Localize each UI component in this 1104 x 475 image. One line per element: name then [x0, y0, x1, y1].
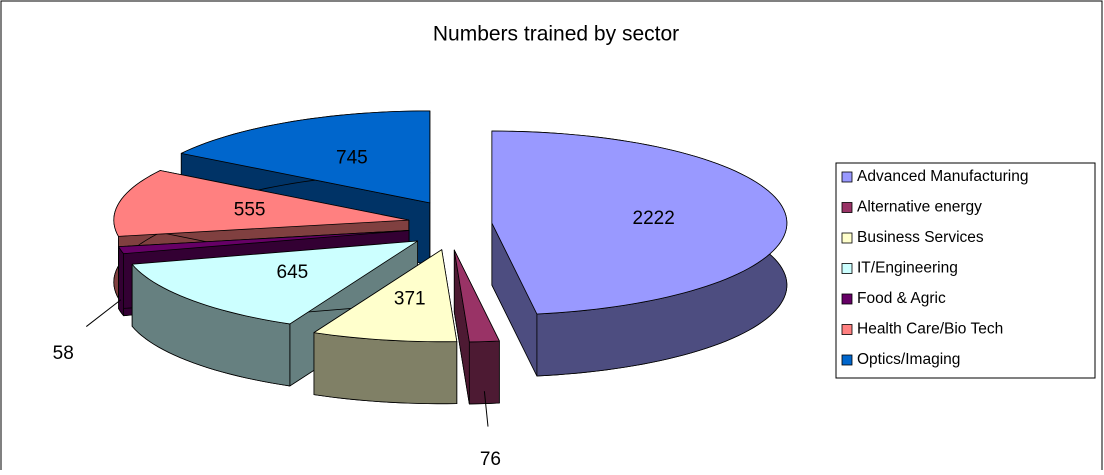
legend-swatch	[841, 232, 853, 244]
slice	[118, 230, 410, 255]
legend-swatch	[841, 202, 853, 213]
leader-line	[483, 391, 489, 427]
data-label: 2222	[633, 208, 675, 229]
legend-label: IT/Engineering	[857, 260, 958, 277]
leader-line	[85, 299, 122, 327]
legend-label: Advanced Manufacturing	[857, 168, 1028, 185]
data-label: 371	[394, 288, 426, 309]
legend-label: Optics/Imaging	[857, 351, 960, 368]
data-label: 745	[336, 148, 368, 169]
legend-label: Business Services	[857, 229, 984, 246]
legend-swatch	[841, 171, 853, 183]
legend-label: Health Care/Bio Tech	[857, 321, 1003, 338]
slice-side	[313, 332, 458, 405]
slice	[180, 110, 431, 204]
legend-swatch	[841, 354, 853, 366]
legend-label: Food & Agric	[857, 290, 946, 307]
slice-side	[118, 246, 124, 317]
data-label: 76	[480, 449, 501, 470]
legend-swatch	[841, 293, 853, 305]
legend-swatch	[841, 324, 853, 335]
data-label: 645	[277, 262, 309, 283]
data-label: 555	[234, 199, 266, 220]
legend-swatch	[841, 263, 853, 274]
legend-box	[835, 162, 1096, 379]
data-label: 58	[53, 343, 74, 364]
slice	[113, 170, 410, 237]
slice	[491, 130, 788, 315]
slice	[453, 249, 500, 343]
slice	[131, 240, 418, 325]
slice	[313, 249, 458, 343]
chart-title: Numbers trained by sector	[433, 23, 679, 46]
legend-label: Alternative energy	[857, 199, 982, 216]
